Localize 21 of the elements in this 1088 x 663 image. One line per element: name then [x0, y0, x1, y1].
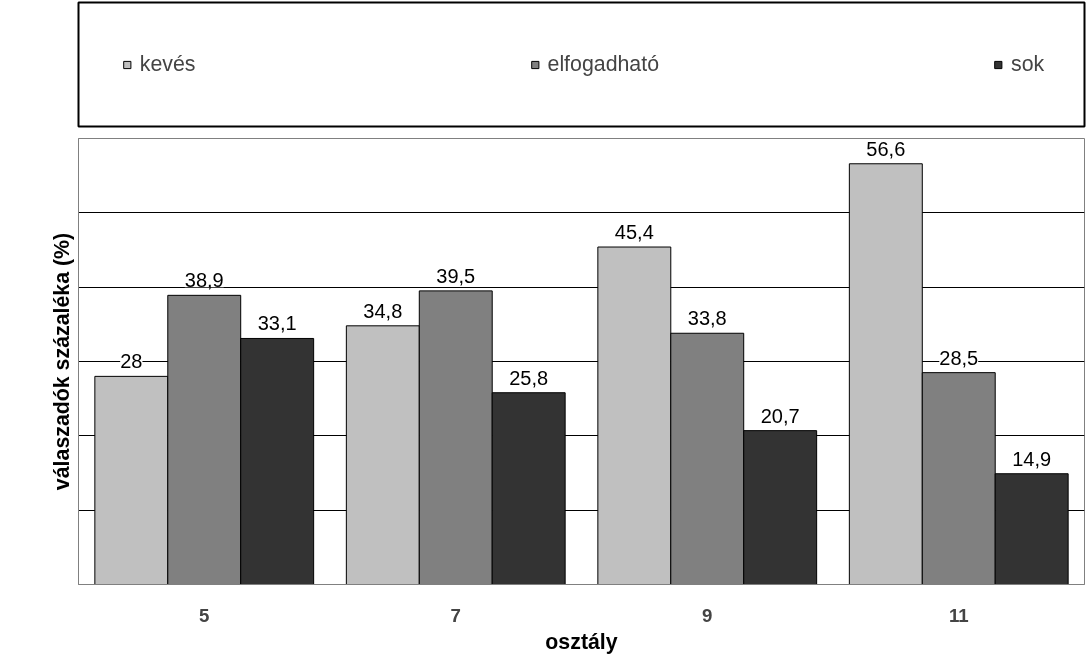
legend-label: elfogadható — [547, 51, 659, 77]
y-axis-title: válaszadók százaléka (%) — [49, 232, 74, 491]
legend-label: sok — [1011, 51, 1045, 77]
data-label: 28 — [120, 350, 143, 373]
data-label: 39,5 — [436, 264, 476, 287]
data-label: 33,1 — [257, 312, 297, 335]
data-label: 20,7 — [760, 404, 800, 427]
data-label: 14,9 — [1012, 447, 1052, 470]
legend-label: kevés — [139, 51, 196, 77]
data-label: 25,8 — [509, 366, 549, 389]
data-label: 38,9 — [184, 269, 224, 292]
data-label: 33,8 — [687, 307, 727, 330]
data-label: 45,4 — [614, 221, 654, 244]
x-tick-label: 5 — [199, 604, 210, 626]
data-label: 34,8 — [363, 299, 403, 322]
data-label: 28,5 — [939, 346, 979, 369]
x-tick-label: 7 — [450, 604, 461, 626]
x-tick-label: 9 — [702, 604, 713, 626]
data-label: 56,6 — [866, 137, 906, 160]
x-axis-title: osztály — [545, 629, 618, 654]
x-tick-label: 11 — [948, 604, 969, 626]
